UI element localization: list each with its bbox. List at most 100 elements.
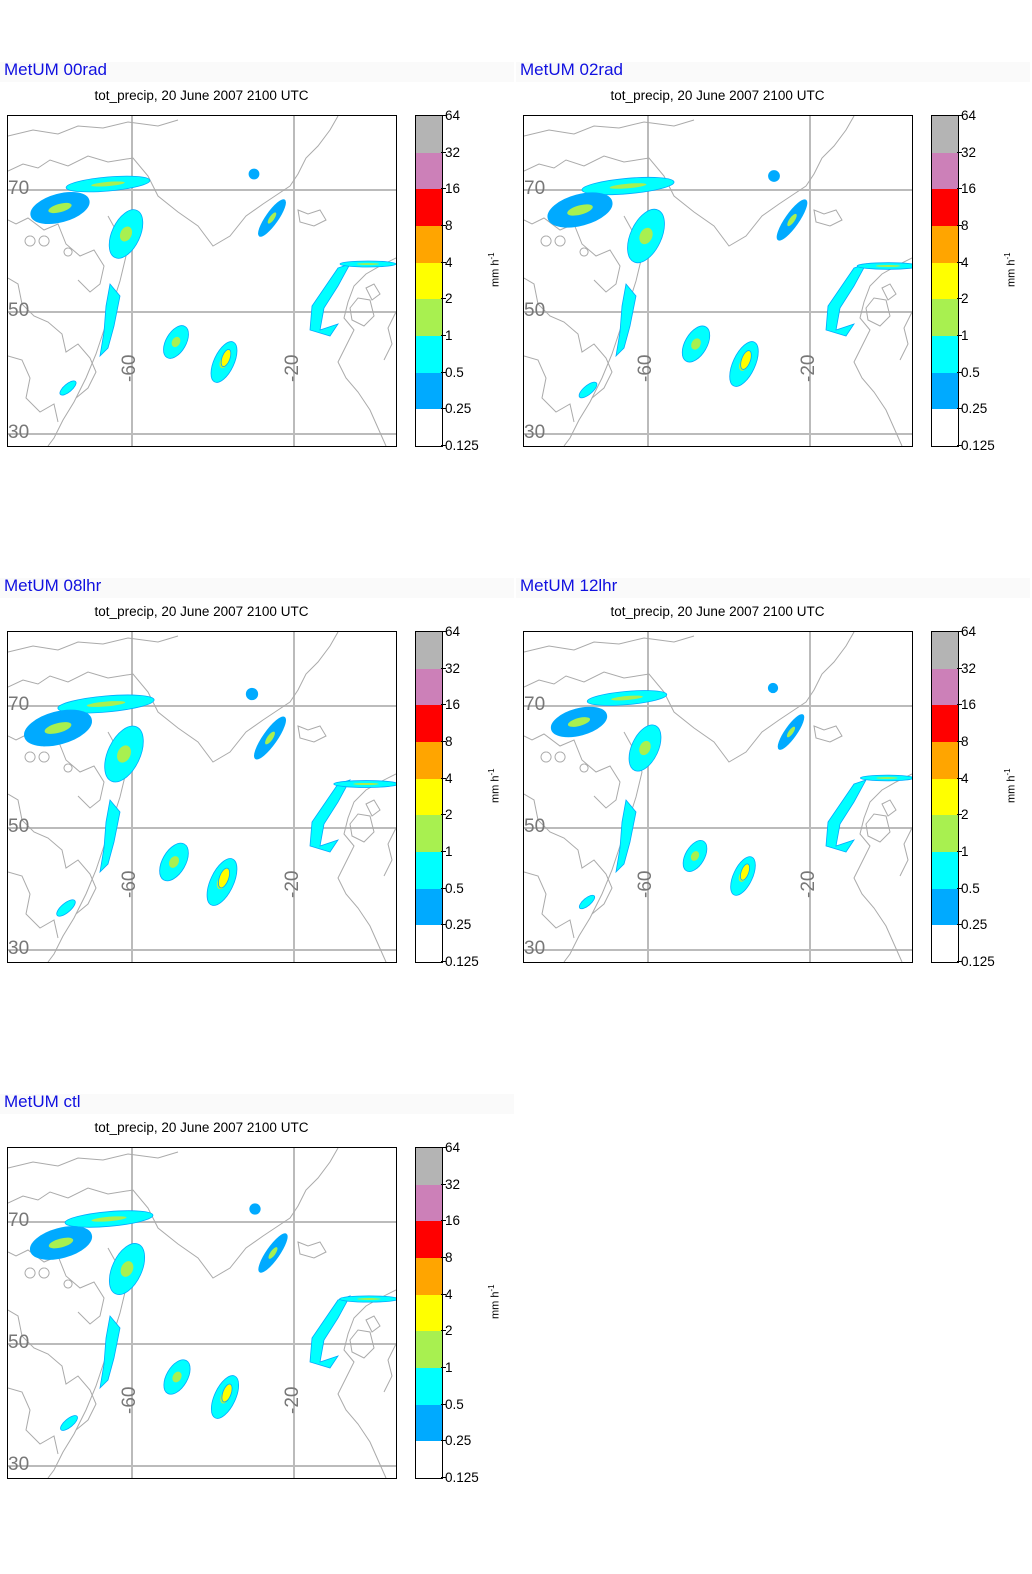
coastline (337, 1289, 396, 1478)
colorbar-segment (932, 778, 958, 816)
precip-core (690, 851, 700, 861)
precip-core (44, 722, 72, 734)
precip-cell (60, 1415, 78, 1431)
precip-band (99, 1315, 121, 1390)
coastline (853, 257, 912, 446)
precip-core (168, 856, 180, 868)
colorbar-level-label: 4 (961, 254, 969, 270)
colorbar-level-label: 64 (961, 624, 977, 639)
colorbar-tick (441, 188, 446, 190)
colorbar-tick (957, 445, 962, 446)
precip-cell (218, 867, 230, 889)
precip-cell (245, 687, 259, 701)
colorbar-unit: mm h-1 (487, 768, 502, 803)
colorbar (415, 1147, 443, 1479)
colorbar-tick (441, 814, 446, 816)
coastline (24, 751, 36, 763)
precip-core (356, 263, 380, 265)
colorbar-tick (441, 631, 446, 632)
colorbar-tick (957, 408, 962, 410)
colorbar-level-label: 0.125 (961, 438, 995, 453)
colorbar-tick (441, 1147, 446, 1148)
colorbar-segment (416, 888, 442, 926)
panel-header: MetUM 08lhr (0, 576, 514, 598)
colorbar-level-label: 16 (445, 1213, 461, 1229)
lat-label-70: 70 (8, 178, 30, 199)
lon-label-20w: -20 (798, 354, 819, 382)
precip-band (309, 263, 351, 337)
coastline (899, 827, 912, 877)
colorbar-tick (441, 1183, 446, 1185)
coastline (579, 763, 589, 773)
precip-core (567, 204, 593, 216)
colorbar-segment (932, 116, 958, 154)
coastline (865, 813, 891, 843)
colorbar-tick (441, 1330, 446, 1332)
coastline (524, 635, 695, 653)
colorbar-segment (416, 815, 442, 853)
precip-band (615, 799, 637, 874)
colorbar-level-label: 64 (445, 624, 461, 639)
colorbar-segment (932, 852, 958, 890)
precip-core (876, 777, 898, 779)
colorbar-level-label: 0.5 (445, 880, 464, 896)
colorbar-level-label: 1 (445, 328, 453, 343)
colorbar (415, 115, 443, 447)
colorbar-tick (441, 225, 446, 226)
map-panel-02rad: MetUM 02rad tot_precip, 20 June 2007 210… (516, 60, 1030, 542)
colorbar-tick (441, 261, 446, 263)
colorbar-segment (416, 1404, 442, 1442)
lat-label-30: 30 (8, 1454, 30, 1475)
precip-core (172, 1371, 182, 1383)
colorbar-tick (957, 851, 962, 852)
coastline (8, 1249, 105, 1325)
colorbar-level-label: 1 (961, 844, 969, 859)
colorbar-level-label: 64 (961, 108, 977, 123)
coastline (540, 235, 552, 247)
colorbar-segment (932, 262, 958, 300)
precip-cell (739, 863, 751, 881)
plot-title: tot_precip, 20 June 2007 2100 UTC (610, 88, 825, 103)
colorbar-level-label: 0.5 (961, 364, 980, 380)
precip-core (786, 726, 796, 738)
map-panel-08lhr: MetUM 08lhr tot_precip, 20 June 2007 210… (0, 576, 514, 1058)
colorbar-segment (416, 1221, 442, 1259)
lat-label-50: 50 (8, 1332, 30, 1353)
colorbar-tick (957, 814, 962, 816)
colorbar-level-label: 64 (445, 108, 461, 123)
lat-label-70: 70 (8, 1210, 30, 1231)
coastline (8, 635, 179, 653)
coastline (337, 773, 396, 962)
coastline (540, 751, 552, 763)
colorbar-level-label: 0.125 (961, 954, 995, 969)
colorbar (931, 631, 959, 963)
coastline (297, 725, 327, 743)
colorbar-tick (441, 408, 446, 410)
colorbar-level-label: 8 (445, 218, 453, 233)
colorbar-tick (441, 1257, 446, 1258)
lon-label-20w: -20 (282, 354, 303, 382)
lat-label-30: 30 (524, 938, 546, 959)
coastline (524, 355, 575, 423)
coastline (8, 1151, 179, 1169)
precip-core (120, 1261, 134, 1277)
colorbar-level-label: 4 (445, 1286, 453, 1302)
precip-map (7, 631, 397, 963)
model-name: MetUM 02rad (520, 60, 623, 79)
colorbar-level-label: 0.25 (445, 917, 472, 933)
coastline (524, 793, 613, 915)
colorbar-level-label: 0.25 (961, 917, 988, 933)
lat-label-50: 50 (8, 300, 30, 321)
coastline (853, 773, 912, 962)
colorbar-segment (416, 632, 442, 670)
colorbar-segment (932, 152, 958, 190)
colorbar-level-label: 8 (961, 218, 969, 233)
colorbar-level-label: 32 (445, 1176, 461, 1192)
coastline (365, 1315, 381, 1333)
colorbar-segment (932, 705, 958, 743)
colorbar-level-label: 1 (961, 328, 969, 343)
precip-core (91, 181, 125, 187)
colorbar-level-label: 0.125 (445, 954, 479, 969)
colorbar-level-label: 2 (961, 291, 969, 307)
plot-title: tot_precip, 20 June 2007 2100 UTC (94, 1120, 309, 1135)
